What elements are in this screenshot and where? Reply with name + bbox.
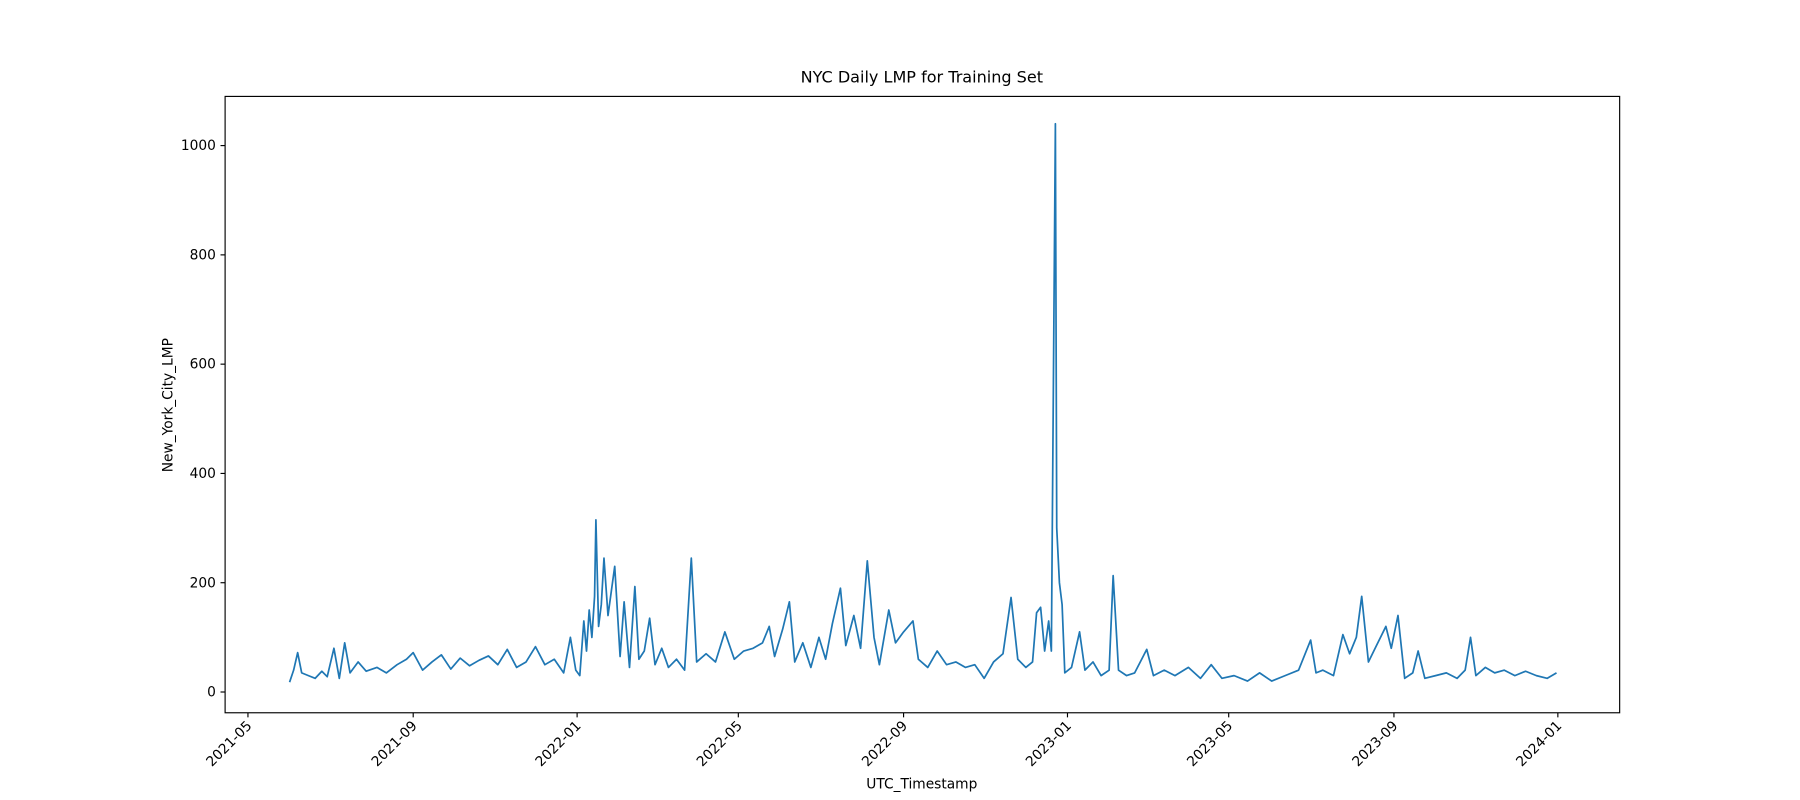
x-tick-label: 2022-05 (694, 718, 746, 770)
y-tick-label: 200 (190, 575, 216, 591)
chart-title: NYC Daily LMP for Training Set (801, 68, 1043, 87)
y-tick-label: 400 (190, 466, 216, 482)
x-tick-label: 2021-05 (203, 718, 255, 770)
x-tick-label: 2023-05 (1184, 718, 1236, 770)
y-tick-label: 0 (207, 685, 216, 701)
x-tick-label: 2022-01 (533, 718, 585, 770)
y-tick-label: 1000 (181, 138, 216, 154)
y-axis-label: New_York_City_LMP (160, 338, 176, 472)
x-tick-label: 2023-01 (1023, 718, 1075, 770)
x-tick-label: 2023-09 (1349, 718, 1401, 770)
x-axis-label: UTC_Timestamp (866, 777, 977, 793)
x-tick-label: 2021-09 (369, 718, 421, 770)
plot-frame (224, 95, 1621, 714)
y-tick-label: 800 (190, 247, 216, 263)
data-line (288, 122, 1557, 683)
x-tick-label: 2022-09 (859, 718, 911, 770)
x-tick-label: 2024-01 (1513, 718, 1565, 770)
y-tick-label: 600 (190, 357, 216, 373)
